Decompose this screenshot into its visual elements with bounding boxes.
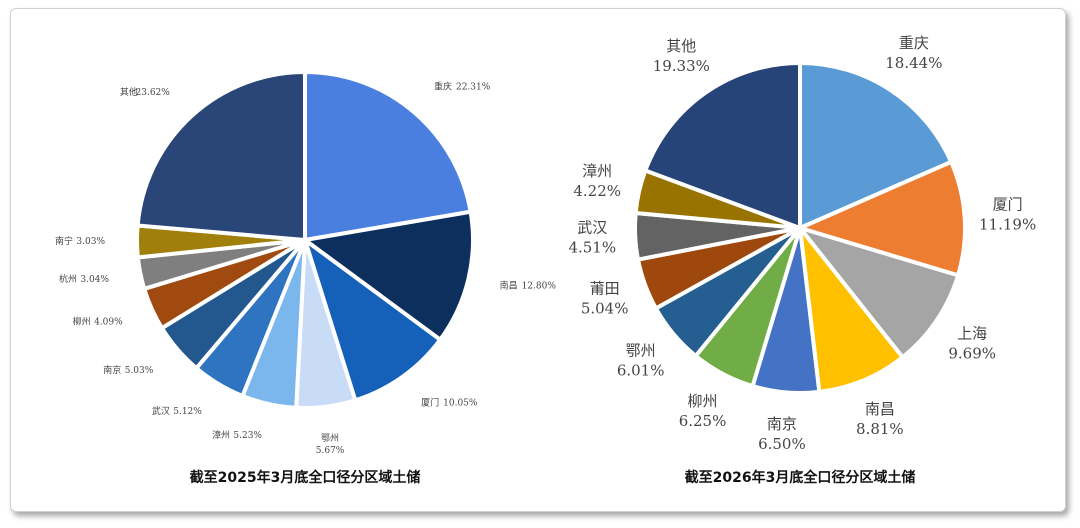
value-label: 12.80% [522,282,557,292]
value-label: 11.19% [979,215,1036,233]
slice-label: 鄂州 [321,433,339,444]
slice-label: 柳州 [688,392,718,410]
value-label: 5.03% [125,366,154,376]
value-label: 22.31% [456,83,491,93]
value-label: 19.33% [653,57,710,75]
value-label: 5.67% [316,446,345,456]
slice-label: 柳州 [73,316,91,328]
slice-label: 重庆 [434,81,452,93]
pie-slice [300,209,475,343]
pie-slice [642,60,802,231]
chart-title: 截至2026年3月底全口径分区域土储 [685,469,916,486]
value-label: 8.81% [856,420,904,438]
slice-label: 重庆 [899,34,929,52]
pie-slice [794,224,961,361]
value-label: 10.05% [443,398,478,408]
value-label: 3.03% [76,237,105,247]
slice-label: 南昌 [500,280,518,292]
pie-slice [798,60,954,232]
slice-label: 杭州 [59,273,77,285]
pie-slice [301,234,444,403]
value-label: 18.44% [885,54,942,72]
value-label: 6.50% [758,435,806,453]
slice-label: 南昌 [865,400,895,418]
slice-label: 莆田 [590,279,620,297]
slice-label: 鄂州 [626,342,656,360]
slice-label: 其他 [666,37,696,55]
value-label: 4.09% [94,318,123,328]
pie-slice [303,69,473,243]
slice-label: 厦门 [993,195,1023,213]
slice-label: 其他 [120,86,138,98]
value-label: 5.04% [581,299,629,317]
slice-label: 上海 [957,325,987,343]
value-label: 5.12% [173,407,202,417]
slice-label: 漳州 [582,162,612,180]
slice-label: 南京 [103,364,121,376]
value-label: 6.25% [679,412,727,430]
slice-label: 厦门 [421,396,439,408]
slice-label: 武汉 [577,219,607,237]
chart-title: 截至2025年3月底全口径分区域土储 [190,469,421,486]
value-label: 4.22% [573,182,621,200]
value-label: 4.51% [568,239,616,257]
pie-slice [135,69,307,243]
slice-label: 南京 [767,415,797,433]
slice-label: 漳州 [212,429,230,441]
pie-slice [794,159,967,278]
slice-label: 南宁 [55,235,73,247]
value-label: 9.69% [948,345,996,363]
slice-label: 武汉 [152,405,170,417]
value-label: 3.04% [80,275,109,285]
value-label: 23.62% [136,88,171,98]
value-label: 6.01% [617,362,665,380]
value-label: 5.23% [233,431,262,441]
